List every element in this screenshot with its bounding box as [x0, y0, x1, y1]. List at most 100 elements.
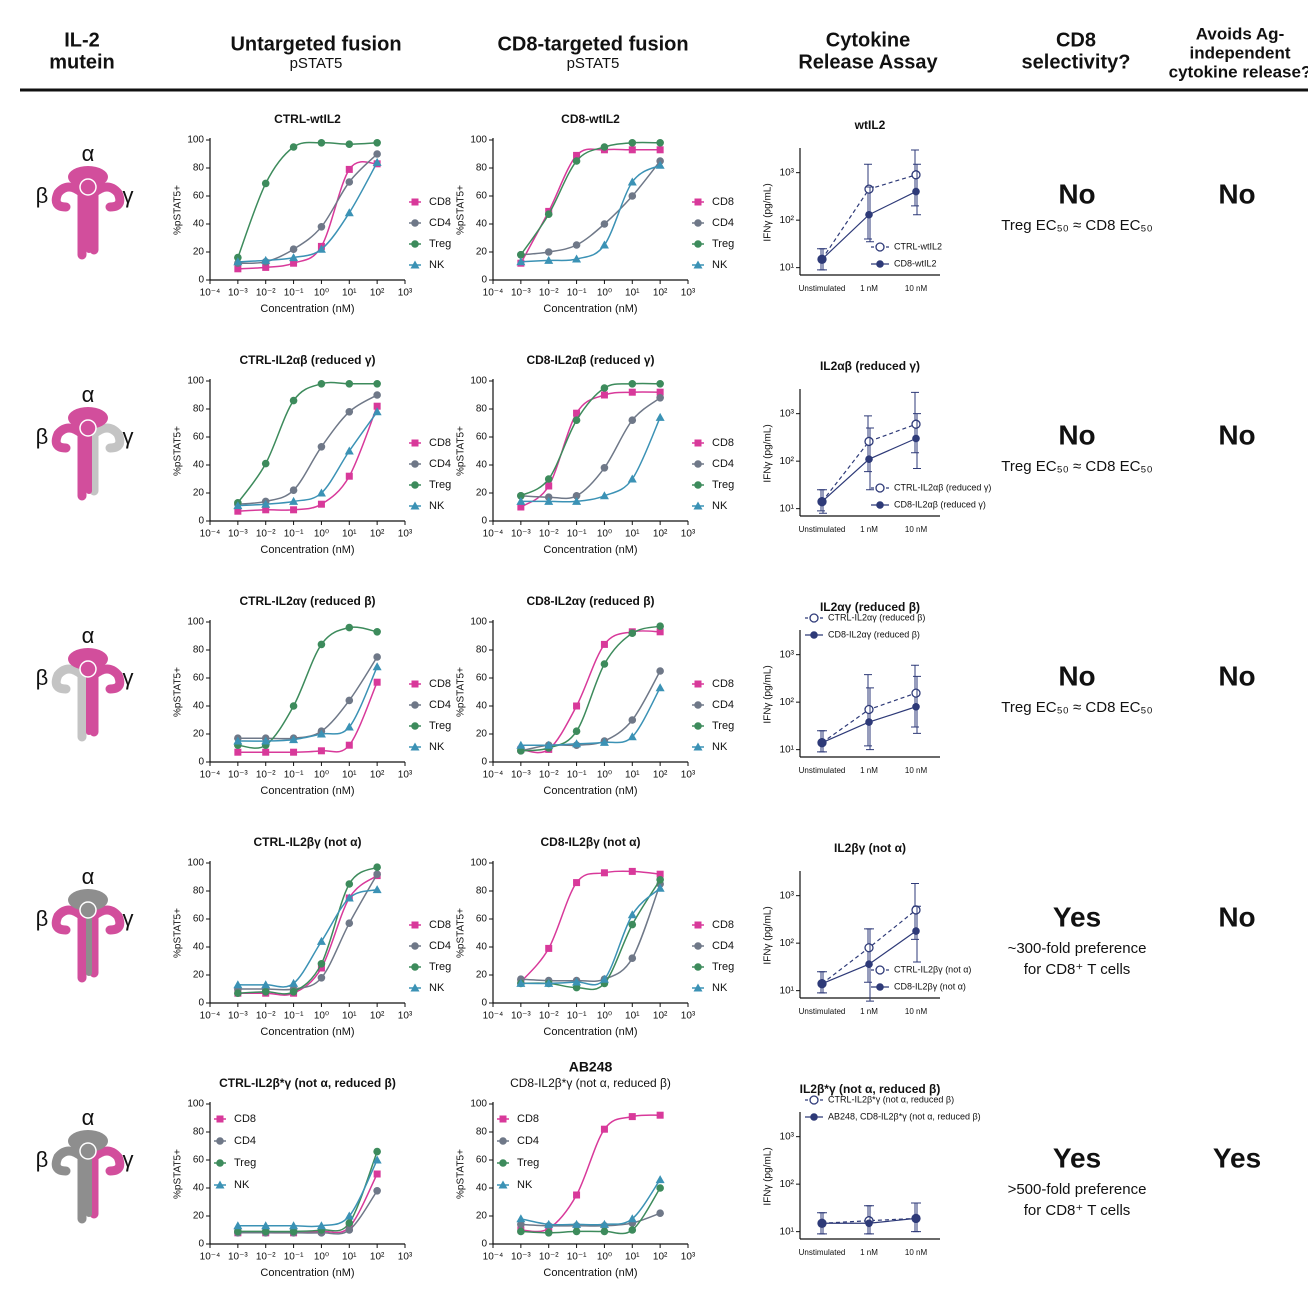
legend-marker [411, 481, 419, 489]
y-tick-label: 20 [476, 729, 488, 740]
legend-label: CD4 [712, 217, 734, 229]
marker [318, 641, 326, 649]
x-tick-label: 10⁻² [256, 529, 276, 540]
marker [601, 143, 609, 151]
marker [628, 910, 637, 918]
marker [600, 241, 609, 249]
y-tick-label: 60 [193, 191, 205, 202]
release-answer: No [1218, 660, 1255, 691]
x-tick-label: 10 nM [905, 284, 928, 293]
error-bar [864, 929, 872, 982]
x-tick-label: 10⁰ [314, 288, 329, 299]
fit-curve [238, 406, 377, 511]
y-axis-label: %pSTAT5+ [173, 1149, 184, 1199]
marker [262, 988, 270, 996]
legend-marker [411, 963, 419, 971]
receptor-beta [56, 187, 82, 255]
x-tick-label: Unstimulated [799, 1007, 846, 1016]
x-tick-label: 10⁻⁴ [483, 529, 504, 540]
marker [656, 1184, 664, 1192]
x-tick-label: 10³ [681, 529, 696, 540]
marker [656, 683, 665, 691]
marker [601, 660, 609, 668]
x-axis-label: Concentration (nM) [543, 785, 637, 797]
receptor-beta [56, 1151, 82, 1219]
fit-curve [238, 412, 377, 506]
header-title: Release Assay [798, 51, 938, 73]
marker [262, 460, 270, 468]
y-tick-label: 40 [476, 701, 488, 712]
x-tick-label: 10⁻⁴ [483, 1011, 504, 1022]
legend-label: Treg [429, 961, 451, 973]
marker [318, 501, 325, 508]
fit-curve [238, 162, 377, 261]
x-tick-label: 10⁻² [539, 1252, 559, 1263]
y-tick-label: 80 [476, 1127, 488, 1138]
receptor-label: α [82, 382, 95, 407]
fit-curve [238, 890, 377, 987]
y-tick-label: 60 [193, 1155, 205, 1166]
fit-curve [521, 671, 660, 751]
receptor-icon [56, 648, 120, 737]
legend-label: CTRL-IL2αβ (reduced γ) [894, 482, 991, 492]
receptor-icon [56, 889, 120, 978]
receptor-label: α [82, 1105, 95, 1130]
marker [545, 483, 552, 490]
header-title: CD8 [1056, 29, 1096, 51]
y-tick-label: 20 [193, 247, 205, 258]
marker [573, 1228, 581, 1236]
chart-title: IL2αβ (reduced γ) [820, 359, 920, 373]
marker [373, 150, 381, 158]
x-tick-label: 10² [370, 529, 385, 540]
marker [373, 870, 381, 878]
y-tick-label: 20 [193, 729, 205, 740]
marker [656, 1209, 664, 1217]
x-tick-label: 10¹ [625, 529, 640, 540]
y-tick-label: 80 [193, 886, 205, 897]
x-tick-label: 10⁻⁴ [200, 529, 221, 540]
x-tick-label: 10² [370, 1252, 385, 1263]
legend-marker [810, 1096, 818, 1104]
x-tick-label: Unstimulated [799, 525, 846, 534]
y-tick-label: 80 [193, 1127, 205, 1138]
y-tick-label: 60 [476, 432, 488, 443]
legend-marker [216, 1137, 224, 1145]
y-axis-label: IFNγ (pg/mL) [763, 424, 774, 482]
marker [628, 1226, 636, 1234]
marker [373, 863, 381, 871]
y-axis-label: IFNγ (pg/mL) [763, 906, 774, 964]
x-tick-label: 1 nM [860, 766, 878, 775]
legend-marker [694, 963, 702, 971]
y-tick-label: 20 [193, 488, 205, 499]
x-tick-label: 10³ [398, 288, 413, 299]
x-tick-label: 10⁰ [597, 1252, 612, 1263]
fit-curve [238, 162, 377, 269]
x-tick-label: 10¹ [342, 288, 357, 299]
y-tick-label: 20 [193, 1211, 205, 1222]
y-tick-label: 10³ [780, 890, 795, 901]
receptor-label: α [82, 864, 95, 889]
y-tick-label: 10³ [780, 1131, 795, 1142]
y-tick-label: 80 [193, 163, 205, 174]
legend-label: CD4 [429, 940, 451, 952]
y-tick-label: 60 [193, 914, 205, 925]
marker [373, 380, 381, 388]
marker [573, 703, 580, 710]
marker [629, 389, 636, 396]
legend-label: Treg [234, 1157, 256, 1169]
x-tick-label: 10³ [681, 770, 696, 781]
marker [345, 1219, 353, 1227]
marker [629, 146, 636, 153]
marker [601, 869, 608, 876]
chart-title: CTRL-IL2βγ (not α) [253, 835, 361, 849]
y-tick-label: 10¹ [780, 503, 795, 514]
marker [290, 506, 297, 513]
marker [628, 475, 637, 483]
x-tick-label: 10⁻¹ [567, 1252, 587, 1263]
x-tick-label: 10⁻⁴ [200, 1252, 221, 1263]
legend-label: NK [429, 500, 445, 512]
legend-label: CTRL-wtIL2 [894, 241, 942, 251]
marker [346, 166, 353, 173]
chart-title: CD8-IL2αγ (reduced β) [526, 594, 654, 608]
marker [345, 919, 353, 927]
